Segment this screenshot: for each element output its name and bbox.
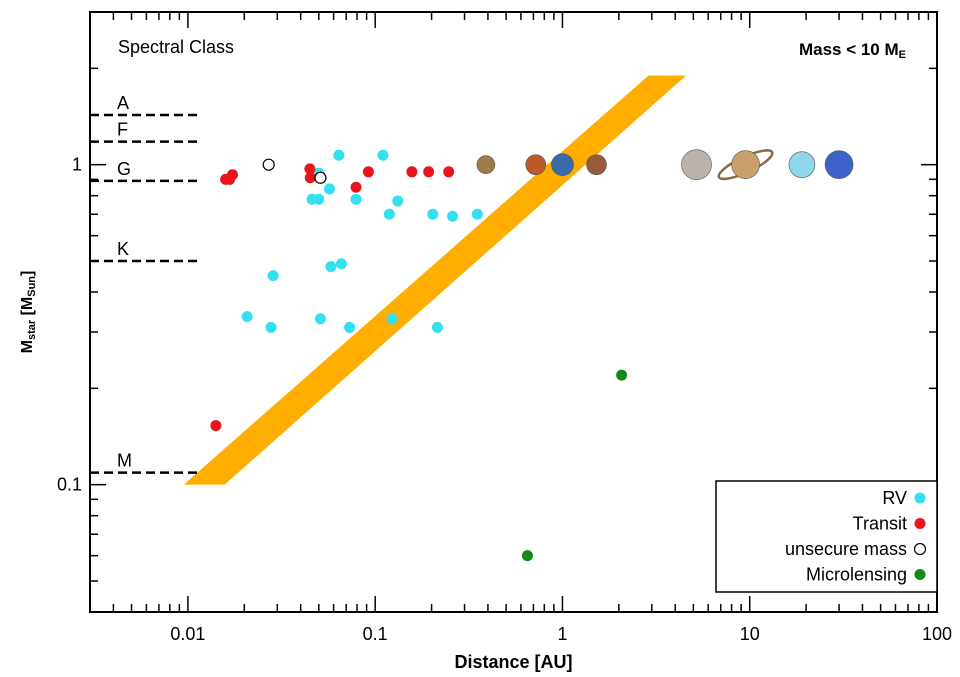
planet [824, 150, 854, 179]
planet [551, 153, 574, 176]
y-axis-label: Mstar [MSun] [19, 271, 38, 354]
x-tick-label: 10 [740, 624, 760, 644]
data-point [267, 270, 279, 282]
data-point [241, 311, 253, 323]
data-point [262, 158, 275, 171]
data-point [616, 369, 628, 381]
data-point [423, 166, 435, 178]
data-point [427, 208, 439, 220]
spectral-title: Spectral Class [118, 37, 234, 57]
legend-marker [913, 542, 927, 556]
mass-note-part: Mass < 10 M [799, 40, 899, 59]
data-point [210, 420, 222, 432]
data-point [406, 166, 418, 178]
legend-label: Transit [853, 514, 907, 534]
planet [788, 151, 816, 178]
legend-box [715, 480, 938, 593]
data-point [521, 550, 533, 562]
y-tick-label: 1 [72, 155, 82, 175]
legend-marker [914, 492, 926, 504]
data-point [383, 208, 395, 220]
legend-marker [914, 518, 926, 529]
data-point [431, 321, 443, 333]
data-point [386, 313, 398, 325]
habitable-band [183, 75, 687, 485]
data-point [344, 321, 356, 333]
y-tick-label: 0.1 [57, 475, 82, 495]
legend-label: unsecure mass [785, 539, 907, 559]
spectral-label: M [117, 451, 132, 471]
data-point [313, 193, 325, 205]
plot-frame [89, 11, 938, 613]
data-point [447, 210, 459, 222]
data-point [314, 313, 326, 325]
data-point [443, 166, 455, 178]
spectral-label: K [117, 239, 129, 259]
y-axis-label-part: star [26, 319, 38, 340]
y-axis-label-part: M [19, 340, 36, 353]
y-axis-label-part: [M [19, 297, 36, 320]
y-axis-label-part: ] [19, 271, 36, 276]
data-point [304, 172, 316, 184]
data-point [471, 208, 483, 220]
x-tick-label: 100 [922, 624, 952, 644]
data-point [350, 181, 362, 193]
data-point [335, 258, 347, 270]
data-point [362, 166, 374, 178]
legend-label: RV [882, 488, 907, 508]
legend-marker [914, 569, 926, 580]
spectral-label: F [117, 120, 128, 140]
planet [525, 154, 547, 175]
data-point [350, 193, 362, 205]
data-point [392, 195, 404, 207]
y-axis-label-part: Sun [26, 276, 38, 297]
planet [681, 149, 712, 180]
data-point [325, 261, 337, 273]
spectral-label: G [117, 159, 131, 179]
mass-note: Mass < 10 ME [799, 40, 906, 61]
data-point [333, 149, 345, 161]
data-point [224, 173, 236, 185]
data-point [304, 163, 316, 175]
data-point [314, 171, 327, 184]
data-point [265, 321, 277, 333]
x-tick-label: 0.1 [363, 624, 388, 644]
legend-label: Microlensing [806, 565, 907, 585]
data-point [323, 183, 335, 195]
planet [731, 150, 760, 179]
x-tick-label: 0.01 [170, 624, 205, 644]
spectral-label: A [117, 93, 129, 113]
planet [476, 155, 496, 174]
data-point [377, 149, 389, 161]
x-tick-label: 1 [557, 624, 567, 644]
planet [586, 154, 607, 175]
x-axis-label: Distance [AU] [454, 652, 572, 672]
mass-note-part: E [899, 49, 906, 61]
